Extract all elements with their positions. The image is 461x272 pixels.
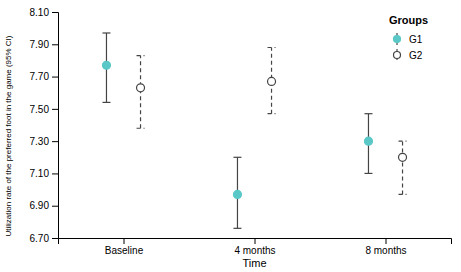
- y-tick-mark: [52, 141, 58, 142]
- y-tick-label: 8.10: [30, 7, 50, 18]
- point: [137, 84, 145, 92]
- y-axis-title: Utilization rate of the preferred foot i…: [4, 35, 13, 236]
- chart: 6.70 6.90 7.10 7.30 7.50 7.70 7.90 8.10 Baseline…: [0, 0, 461, 272]
- y-tick-mark: [52, 173, 58, 174]
- point: [102, 61, 110, 69]
- x-axis-title: Time: [242, 257, 266, 269]
- x-tick-label: Baseline: [105, 245, 144, 256]
- legend-item: G1: [394, 33, 423, 45]
- error-cap: [399, 141, 407, 142]
- y-tick-mark: [52, 206, 58, 207]
- y-tick: 7.90: [30, 39, 58, 50]
- y-axis: 6.70 6.90 7.10 7.30 7.50 7.70 7.90 8.10: [30, 7, 59, 244]
- x-tick: 4 months: [234, 238, 275, 256]
- error-cap: [102, 102, 110, 103]
- y-tick: 7.30: [30, 136, 58, 147]
- y-tick: 6.90: [30, 200, 58, 211]
- error-cap: [268, 113, 276, 114]
- y-axis-line: [52, 13, 59, 239]
- legend-label: G1: [409, 34, 423, 45]
- x-axis: Baseline 4 months 8 months: [59, 238, 452, 256]
- x-tick-label: 4 months: [234, 245, 275, 256]
- x-tick-mark: [386, 238, 387, 244]
- x-axis-line: [59, 239, 452, 245]
- y-tick: 7.10: [30, 168, 58, 179]
- x-tick-mark: [124, 238, 125, 244]
- x-tick-label: 8 months: [365, 245, 406, 256]
- legend-item: G2: [394, 49, 423, 61]
- error-cap: [233, 228, 241, 229]
- y-tick: 7.70: [30, 71, 58, 82]
- error-cap: [364, 173, 372, 174]
- y-tick-mark: [52, 238, 58, 239]
- y-tick-mark: [52, 12, 58, 13]
- error-bar: [402, 141, 403, 194]
- error-cap: [233, 157, 241, 158]
- error-cap: [137, 55, 145, 56]
- y-tick-label: 7.30: [30, 136, 50, 147]
- point: [399, 153, 407, 161]
- y-tick: 6.70: [30, 233, 58, 244]
- legend-symbol: [394, 36, 401, 43]
- series: [137, 48, 407, 195]
- y-tick: 8.10: [30, 7, 58, 18]
- x-tick-mark: [255, 238, 256, 244]
- y-tick-label: 7.10: [30, 168, 50, 179]
- error-cap: [268, 47, 276, 48]
- y-tick-mark: [52, 77, 58, 78]
- point: [364, 137, 372, 145]
- legend-label: G2: [409, 50, 423, 61]
- y-tick-label: 7.70: [30, 71, 50, 82]
- series: [102, 33, 372, 228]
- error-cap: [137, 128, 145, 129]
- x-tick: 8 months: [365, 238, 406, 256]
- y-tick-label: 6.90: [30, 200, 50, 211]
- marks: [102, 33, 406, 228]
- error-cap: [364, 113, 372, 114]
- y-tick-label: 7.90: [30, 39, 50, 50]
- y-tick-label: 6.70: [30, 233, 50, 244]
- plot: 6.70 6.90 7.10 7.30 7.50 7.70 7.90 8.10 Baseline…: [30, 7, 452, 256]
- point: [233, 190, 241, 198]
- y-tick-mark: [52, 44, 58, 45]
- legend-symbol: [394, 52, 401, 59]
- error-cap: [399, 194, 407, 195]
- y-tick-mark: [52, 109, 58, 110]
- point: [268, 77, 276, 85]
- x-tick: Baseline: [105, 238, 144, 256]
- legend: Groups G1 G2: [389, 14, 428, 61]
- error-cap: [102, 32, 110, 33]
- y-tick-label: 7.50: [30, 104, 50, 115]
- y-tick: 7.50: [30, 104, 58, 115]
- legend-title: Groups: [389, 14, 428, 26]
